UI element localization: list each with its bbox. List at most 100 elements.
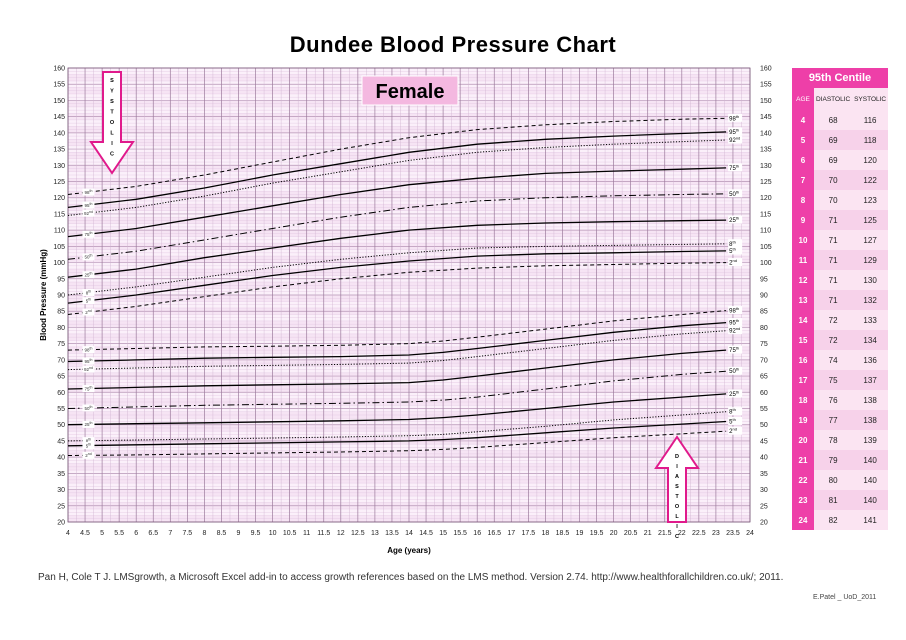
- table-row: 20 78 139: [792, 430, 888, 450]
- table-cell-systolic: 132: [852, 290, 888, 310]
- systolic-label-left-75th: 75th: [84, 231, 92, 237]
- col-header-diastolic: DIASTOLIC: [814, 88, 853, 110]
- x-tick-label: 7: [168, 530, 172, 537]
- x-tick-label: 4.5: [80, 530, 90, 537]
- diastolic-label-95th: 95th: [729, 318, 739, 327]
- col-header-systolic: SYSTOLIC: [852, 88, 888, 110]
- table-cell-diastolic: 71: [814, 290, 853, 310]
- table-cell-diastolic: 75: [814, 370, 853, 390]
- y-tick-label-right: 145: [760, 114, 772, 121]
- x-tick-label: 16: [473, 530, 481, 537]
- y-tick-label-left: 120: [53, 195, 65, 202]
- y-tick-label-left: 40: [57, 455, 65, 462]
- x-tick-label: 4: [66, 530, 70, 537]
- table-cell-diastolic: 71: [814, 250, 853, 270]
- y-tick-label-right: 70: [760, 357, 768, 364]
- table-cell-systolic: 140: [852, 470, 888, 490]
- y-tick-label-right: 90: [760, 293, 768, 300]
- table-row: 24 82 141: [792, 510, 888, 530]
- y-tick-label-left: 105: [53, 244, 65, 251]
- table-row: 21 79 140: [792, 450, 888, 470]
- diastolic-line-92nd: [67, 330, 727, 371]
- x-tick-label: 10: [269, 530, 277, 537]
- table-cell-systolic: 136: [852, 350, 888, 370]
- table-cell-age: 13: [792, 290, 814, 310]
- diastolic-label-left-98th: 98th: [84, 346, 92, 352]
- y-tick-label-right: 115: [760, 211, 771, 218]
- systolic-label-left-92nd: 92nd: [84, 210, 93, 216]
- y-tick-label-left: 100: [53, 260, 65, 267]
- systolic-label-25th: 25th: [729, 216, 739, 225]
- diastolic-label-left-5th: 5th: [86, 442, 91, 448]
- y-tick-label-left: 35: [57, 471, 65, 478]
- table-cell-diastolic: 70: [814, 190, 853, 210]
- table-row: 10 71 127: [792, 230, 888, 250]
- systolic-label-8th: 8th: [729, 239, 736, 248]
- diastolic-line-2nd: [67, 430, 727, 456]
- x-tick-label: 13.5: [385, 530, 399, 537]
- systolic-line-5th: [67, 250, 727, 304]
- centile-labels: 98th98th95th95th92nd92nd75th75th50th50th…: [82, 113, 743, 459]
- y-tick-label-left: 70: [57, 357, 65, 364]
- y-tick-label-left: 90: [57, 293, 65, 300]
- y-tick-label-right: 95: [760, 276, 768, 283]
- x-tick-label: 7.5: [182, 530, 192, 537]
- table-cell-diastolic: 71: [814, 270, 853, 290]
- table-row: 5 69 118: [792, 130, 888, 150]
- table-row: 16 74 136: [792, 350, 888, 370]
- table-cell-age: 20: [792, 430, 814, 450]
- table-cell-diastolic: 71: [814, 210, 853, 230]
- systolic-letter: S: [110, 78, 114, 84]
- x-tick-label: 20: [610, 530, 618, 537]
- table-cell-systolic: 137: [852, 370, 888, 390]
- x-tick-label: 16.5: [487, 530, 501, 537]
- centile-table: 95th Centile AGE DIASTOLIC SYSTOLIC 4 68 1…: [792, 68, 888, 530]
- table-row: 6 69 120: [792, 150, 888, 170]
- diastolic-label-left-75th: 75th: [84, 385, 92, 391]
- table-row: 22 80 140: [792, 470, 888, 490]
- y-tick-label-left: 65: [57, 374, 65, 381]
- table-cell-age: 11: [792, 250, 814, 270]
- y-tick-label-left: 30: [57, 487, 65, 494]
- table-cell-diastolic: 68: [814, 110, 853, 130]
- table-cell-age: 7: [792, 170, 814, 190]
- x-tick-label: 12: [337, 530, 345, 537]
- table-row: 11 71 129: [792, 250, 888, 270]
- y-tick-label-right: 60: [760, 390, 768, 397]
- y-tick-label-right: 50: [760, 422, 768, 429]
- systolic-letter: C: [110, 152, 114, 158]
- systolic-label-95th: 95th: [729, 127, 739, 136]
- reference-text: Pan H, Cole T J. LMSgrowth, a Microsoft …: [38, 572, 784, 583]
- x-tick-label: 9: [237, 530, 241, 537]
- table-cell-diastolic: 71: [814, 230, 853, 250]
- diastolic-letter: I: [676, 524, 678, 530]
- table-cell-systolic: 129: [852, 250, 888, 270]
- diastolic-label-50th: 50th: [729, 367, 739, 376]
- y-tick-label-right: 160: [760, 66, 772, 73]
- gender-banner-box: [361, 75, 459, 106]
- page-title: Dundee Blood Pressure Chart: [289, 32, 617, 57]
- x-tick-label: 24: [746, 530, 754, 537]
- table-row: 15 72 134: [792, 330, 888, 350]
- systolic-line-92nd: [67, 139, 727, 216]
- table-cell-diastolic: 78: [814, 430, 853, 450]
- table-cell-systolic: 116: [852, 110, 888, 130]
- y-tick-label-left: 55: [57, 406, 65, 413]
- diastolic-line-75th: [67, 349, 727, 390]
- table-cell-diastolic: 70: [814, 170, 853, 190]
- x-tick-label: 6: [134, 530, 138, 537]
- systolic-label-5th: 5th: [729, 246, 736, 255]
- diastolic-letter: I: [676, 464, 678, 470]
- table-cell-systolic: 127: [852, 230, 888, 250]
- diastolic-letter: O: [675, 504, 680, 510]
- y-tick-label-left: 145: [53, 114, 65, 121]
- author-credit: E.Patel _ UoD_2011: [813, 594, 877, 601]
- x-tick-label: 8.5: [217, 530, 227, 537]
- centile-table-title: 95th Centile: [792, 68, 888, 88]
- table-row: 7 70 122: [792, 170, 888, 190]
- y-tick-label-right: 105: [760, 244, 772, 251]
- table-cell-age: 4: [792, 110, 814, 130]
- systolic-label-left-25th: 25th: [84, 272, 92, 278]
- table-cell-age: 16: [792, 350, 814, 370]
